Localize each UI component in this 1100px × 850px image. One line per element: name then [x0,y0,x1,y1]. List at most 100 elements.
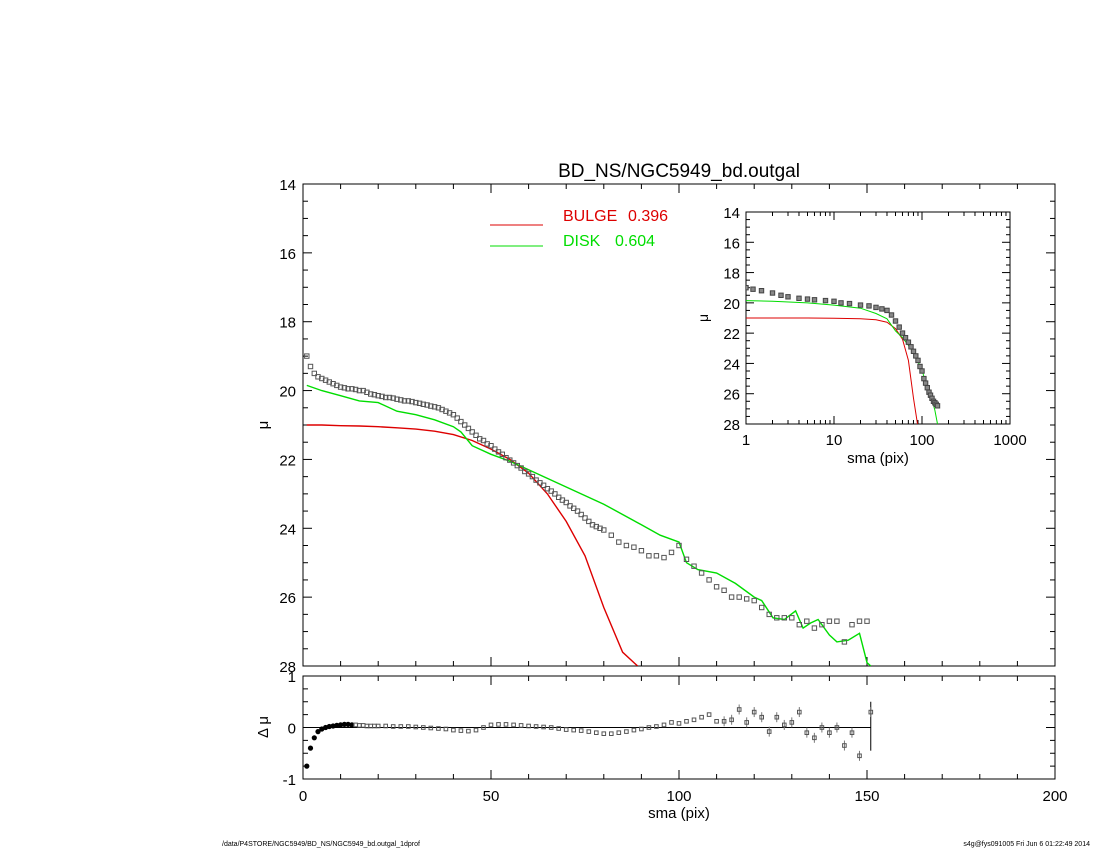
main-data-point [744,596,750,602]
main-data-point [586,518,592,525]
main-data-point [413,399,419,406]
residual-point [857,753,862,759]
main-data-point [811,625,818,631]
residual-point [827,730,832,736]
residual-point [360,723,366,728]
residual-point [326,723,332,730]
inset-data-point [769,290,776,296]
inset-line-bulge [746,317,918,424]
residual-point [473,727,479,733]
residual-point [782,722,787,728]
residual-point [406,724,411,729]
main-data-point [416,400,423,407]
residual-point [526,723,531,729]
main-data-point [826,618,833,624]
residual-x-tick-label: 0 [299,788,307,805]
residual-point [428,725,434,731]
inset-data-point [899,330,906,336]
main-data-point [864,618,870,624]
inset-data-point [919,368,925,374]
residual-point [744,720,750,725]
main-data-point [386,394,393,401]
main-data-point [691,563,697,569]
residual-point [436,726,441,731]
residual-point [609,731,614,737]
residual-point [413,724,419,730]
inset-y-tick-label: 14 [723,205,740,222]
residual-point [804,730,810,736]
residual-point [721,719,727,724]
main-data-point [334,382,340,389]
inset-x-tick-label: 1000 [993,432,1026,449]
inset-data-point [785,294,791,300]
inset-y-tick-label: 18 [723,266,740,283]
main-data-point [736,594,742,600]
inset-y-tick-label: 24 [723,356,740,373]
residual-point [766,729,772,734]
main-data-point [804,618,810,624]
residual-point [548,725,554,730]
residual-point [729,717,734,723]
main-data-point [706,577,712,583]
residual-point [639,726,644,732]
residual-point [481,725,486,730]
main-data-point [428,403,434,409]
residual-point [375,723,381,729]
residual-point [797,709,802,715]
main-data-point [311,370,318,377]
residual-point [511,722,516,728]
main-y-tick-label: 22 [279,452,296,469]
legend: BULGE 0.396 DISK 0.604 [490,208,668,250]
main-data-point [341,385,348,391]
residual-point [751,709,757,715]
main-data-point [774,615,780,621]
legend-disk-value: 0.604 [615,233,655,250]
main-data-point [462,422,468,428]
main-y-tick-label: 20 [279,384,296,401]
residual-point [390,724,396,729]
inset-data-point [879,306,885,312]
residual-point [307,745,314,751]
residual-y-tick-label: -1 [283,772,296,789]
main-data-point [552,491,558,497]
main-data-point [364,389,370,396]
inset-data-point [758,288,765,294]
inset-x-tick-label: 10 [826,432,843,449]
inset-data-point [746,285,749,291]
inset-plot-panel: 1 10 100 1000 14 16 18 20 22 24 26 28 μ sma (pix) [695,205,1027,467]
main-data-point [578,511,584,518]
main-data-point [571,505,577,512]
residual-x-tick-label: 200 [1042,788,1067,805]
main-data-point [593,523,599,530]
main-data-point [676,542,682,549]
residual-point [345,721,351,728]
main-data-point [435,405,442,411]
main-data-point [728,594,735,600]
footer-timestamp: s4g@fys091005 Fri Jun 6 01:22:49 2014 [963,841,1090,848]
main-y-tick-label: 18 [279,315,296,332]
residual-point [774,714,780,720]
legend-bulge-name: BULGE [563,208,617,225]
main-data-point [469,429,475,435]
inset-data-point [921,375,927,382]
residual-point [563,727,569,732]
residual-point [684,719,689,724]
residual-point [349,722,355,728]
residual-point [541,724,546,730]
main-data-point [368,391,374,397]
main-data-point [398,397,404,403]
main-data-point [582,515,588,521]
main-data-point [819,622,825,628]
main-data-point [623,542,630,549]
main-data-point [349,386,355,392]
residual-point [849,730,855,736]
residual-point [488,722,494,728]
inset-data-point [896,324,902,330]
main-data-point [563,499,569,506]
residual-point [699,714,704,720]
inset-x-axis-label: sma (pix) [847,450,909,467]
residual-point [834,725,840,730]
main-data-point [631,544,637,550]
residual-point [789,720,795,725]
residual-point [503,722,509,727]
